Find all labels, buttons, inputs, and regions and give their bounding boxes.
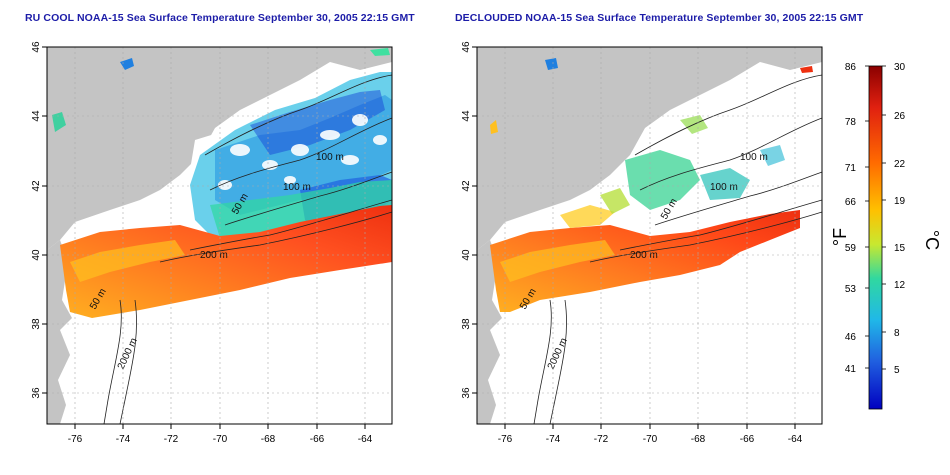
left-x-tick: -66 bbox=[310, 434, 325, 445]
left-x-tick: -70 bbox=[213, 434, 228, 445]
right-x-tick: -74 bbox=[546, 434, 561, 445]
colorbar-c-tick: 5 bbox=[894, 365, 900, 376]
colorbar-f-tick: 66 bbox=[845, 197, 857, 208]
left-y-tick: 44 bbox=[31, 110, 42, 122]
right-y-tick: 38 bbox=[461, 318, 472, 330]
left-x-tick: -76 bbox=[68, 434, 83, 445]
right-warm-water bbox=[490, 210, 800, 312]
left-y-tick: 42 bbox=[31, 180, 42, 192]
right-y-tick: 46 bbox=[461, 41, 472, 53]
left-contour-label: 200 m bbox=[200, 250, 228, 261]
right-x-tick: -68 bbox=[691, 434, 706, 445]
left-land-south bbox=[47, 240, 72, 424]
right-contour-label: 100 m bbox=[740, 152, 768, 163]
colorbar-c-tick: 12 bbox=[894, 280, 906, 291]
right-y-tick: 36 bbox=[461, 387, 472, 399]
colorbar-f-tick: 46 bbox=[845, 332, 857, 343]
colorbar-c-tick: 8 bbox=[894, 328, 900, 339]
colorbar-f-tick: 71 bbox=[845, 163, 857, 174]
right-x-tick: -64 bbox=[788, 434, 803, 445]
colorbar-f-tick: 59 bbox=[845, 243, 857, 254]
colorbar-c-tick: 26 bbox=[894, 111, 906, 122]
colorbar-gradient bbox=[868, 65, 883, 410]
left-y-tick: 36 bbox=[31, 387, 42, 399]
right-land-south bbox=[477, 240, 502, 424]
colorbar-c-tick: 22 bbox=[894, 159, 906, 170]
colorbar-f-tick: 78 bbox=[845, 117, 857, 128]
right-x-tick: -72 bbox=[594, 434, 609, 445]
colorbar-f-tick: 86 bbox=[845, 62, 857, 73]
colorbar-c-tick: 30 bbox=[894, 62, 906, 73]
right-map: 100 m 100 m 50 m 200 m 50 m 2000 m bbox=[461, 41, 823, 445]
right-x-tick: -70 bbox=[643, 434, 658, 445]
left-y-tick: 38 bbox=[31, 318, 42, 330]
left-x-tick: -68 bbox=[261, 434, 276, 445]
right-contour-label: 200 m bbox=[630, 250, 658, 261]
right-y-tick: 40 bbox=[461, 249, 472, 261]
right-y-tick: 44 bbox=[461, 110, 472, 122]
colorbar-fahrenheit-unit: °F bbox=[830, 228, 850, 246]
left-x-tick: -74 bbox=[116, 434, 131, 445]
left-land-north bbox=[47, 47, 392, 250]
left-warm-water bbox=[60, 205, 392, 318]
left-y-tick: 46 bbox=[31, 41, 42, 53]
right-contours bbox=[533, 74, 823, 425]
colorbar: 86 78 71 66 59 53 46 41 30 26 22 19 15 1… bbox=[830, 62, 942, 410]
right-y-tick: 42 bbox=[461, 180, 472, 192]
right-panel-title: DECLOUDED NOAA-15 Sea Surface Temperatur… bbox=[455, 12, 864, 24]
left-contour-label: 100 m bbox=[316, 152, 344, 163]
colorbar-celsius-unit: °C bbox=[922, 230, 942, 250]
colorbar-f-tick: 53 bbox=[845, 284, 857, 295]
left-contour-label: 100 m bbox=[283, 182, 311, 193]
right-land-north bbox=[477, 47, 822, 250]
left-contours bbox=[103, 74, 393, 425]
colorbar-c-tick: 19 bbox=[894, 196, 906, 207]
left-map: 100 m 100 m 50 m 200 m 50 m 2000 m bbox=[31, 41, 393, 445]
left-y-tick: 40 bbox=[31, 249, 42, 261]
colorbar-f-tick: 41 bbox=[845, 364, 857, 375]
right-x-tick: -76 bbox=[498, 434, 513, 445]
left-panel-title: RU COOL NOAA-15 Sea Surface Temperature … bbox=[25, 12, 415, 24]
left-x-tick: -72 bbox=[164, 434, 179, 445]
colorbar-c-tick: 15 bbox=[894, 243, 906, 254]
left-x-tick: -64 bbox=[358, 434, 373, 445]
right-x-tick: -66 bbox=[740, 434, 755, 445]
right-contour-label: 100 m bbox=[710, 182, 738, 193]
